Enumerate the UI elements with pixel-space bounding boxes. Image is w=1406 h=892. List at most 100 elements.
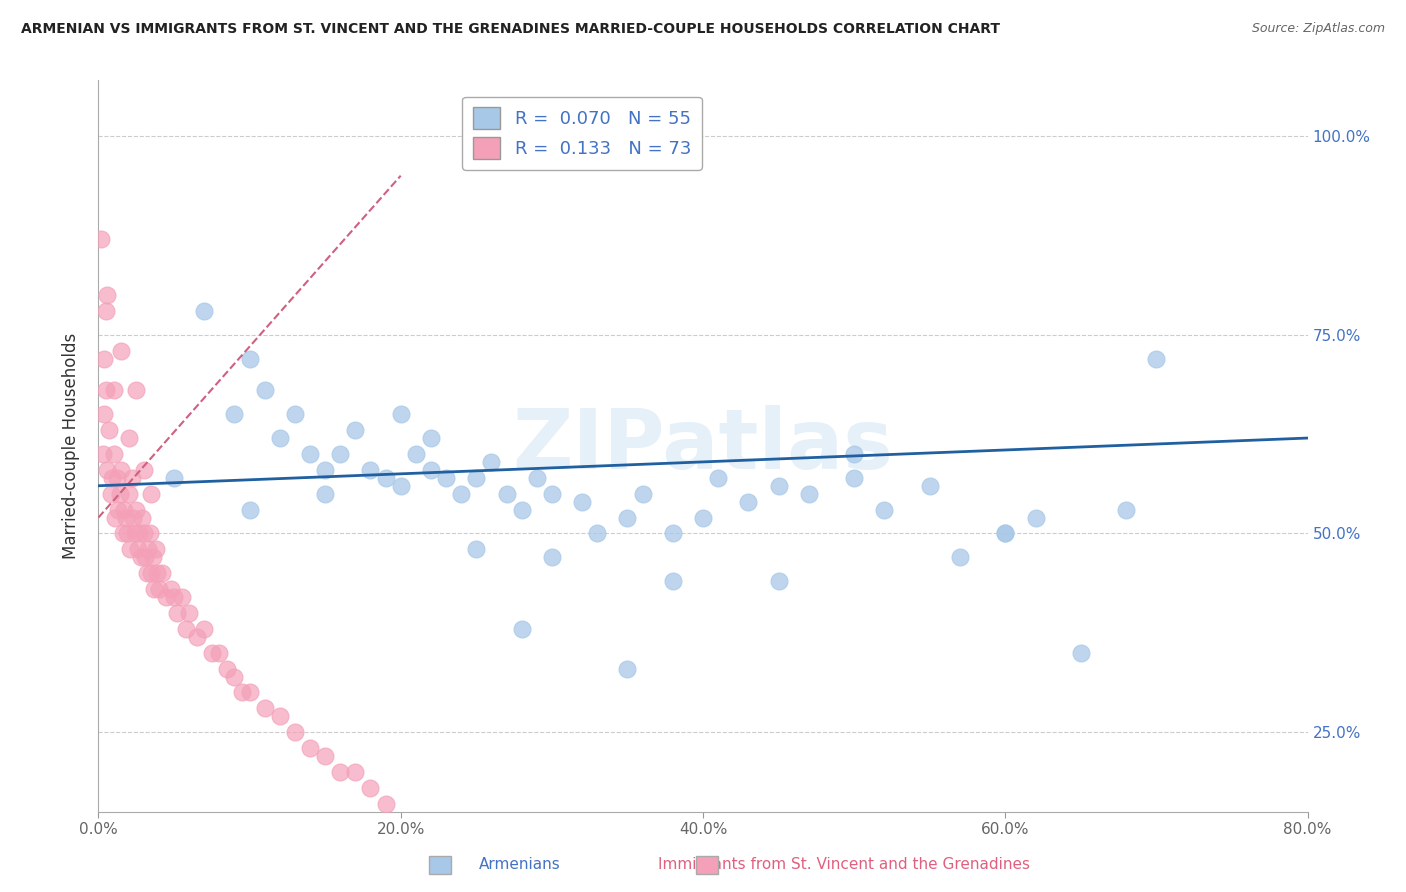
Point [179, 606, 201, 620]
Y-axis label: Married-couple Households: Married-couple Households [62, 333, 80, 559]
Point [127, 542, 149, 557]
Point [111, 526, 134, 541]
Point [1146, 351, 1168, 366]
Point [145, 542, 167, 557]
Point [208, 646, 231, 660]
Point [108, 486, 131, 500]
Point [141, 486, 163, 500]
Point [132, 526, 155, 541]
Text: Armenians: Armenians [479, 857, 561, 872]
Point [166, 606, 188, 620]
Point [174, 622, 197, 636]
Point [239, 502, 262, 516]
Point [163, 590, 186, 604]
Point [224, 407, 246, 421]
Point [100, 486, 122, 500]
Point [231, 685, 253, 699]
Point [163, 471, 186, 485]
Point [125, 384, 148, 398]
Point [201, 646, 224, 660]
Point [994, 526, 1017, 541]
Point [115, 526, 138, 541]
Point [495, 486, 517, 500]
Point [118, 431, 141, 445]
Point [631, 486, 654, 500]
Text: Immigrants from St. Vincent and the Grenadines: Immigrants from St. Vincent and the Gren… [658, 857, 1029, 872]
Point [129, 550, 152, 565]
Point [481, 455, 503, 469]
Point [616, 510, 638, 524]
Point [96, 463, 118, 477]
Point [155, 590, 177, 604]
Point [465, 542, 488, 557]
Point [93, 407, 115, 421]
Point [389, 407, 412, 421]
Point [616, 662, 638, 676]
Point [269, 431, 291, 445]
Point [844, 471, 866, 485]
Point [420, 463, 443, 477]
Point [141, 566, 163, 581]
Point [120, 542, 142, 557]
Point [104, 510, 127, 524]
Point [114, 510, 136, 524]
Point [94, 303, 117, 318]
Point [284, 407, 307, 421]
Point [737, 494, 759, 508]
Point [360, 463, 382, 477]
Point [374, 471, 396, 485]
Point [90, 232, 112, 246]
Point [253, 701, 276, 715]
Point [586, 526, 609, 541]
Point [128, 526, 150, 541]
Point [193, 303, 215, 318]
Point [132, 463, 155, 477]
Point [103, 447, 125, 461]
Point [299, 741, 322, 756]
Point [1070, 646, 1092, 660]
Point [118, 486, 141, 500]
Point [873, 502, 896, 516]
Point [160, 582, 183, 596]
Point [314, 463, 336, 477]
Point [186, 630, 208, 644]
Point [269, 709, 291, 723]
Point [360, 780, 382, 795]
Point [434, 471, 457, 485]
Point [768, 574, 790, 589]
Point [103, 384, 125, 398]
Point [510, 502, 533, 516]
Point [994, 526, 1017, 541]
Point [1024, 510, 1046, 524]
Point [139, 526, 162, 541]
Point [239, 685, 262, 699]
Point [131, 510, 153, 524]
Text: ZIPatlas: ZIPatlas [513, 406, 893, 486]
Point [797, 486, 820, 500]
Point [110, 463, 132, 477]
Point [239, 351, 262, 366]
Point [465, 471, 488, 485]
Point [450, 486, 472, 500]
Point [661, 574, 683, 589]
Point [143, 582, 166, 596]
Point [134, 550, 156, 565]
Point [571, 494, 593, 508]
Point [121, 471, 143, 485]
Point [135, 566, 157, 581]
Point [768, 479, 790, 493]
Point [142, 550, 165, 565]
Point [405, 447, 427, 461]
Point [146, 566, 169, 581]
Point [136, 542, 159, 557]
Point [215, 662, 238, 676]
Point [540, 486, 562, 500]
Point [110, 343, 132, 358]
Point [94, 384, 117, 398]
Point [389, 479, 412, 493]
Point [661, 526, 683, 541]
Point [329, 447, 352, 461]
Point [420, 431, 443, 445]
Point [526, 471, 548, 485]
Point [112, 502, 135, 516]
